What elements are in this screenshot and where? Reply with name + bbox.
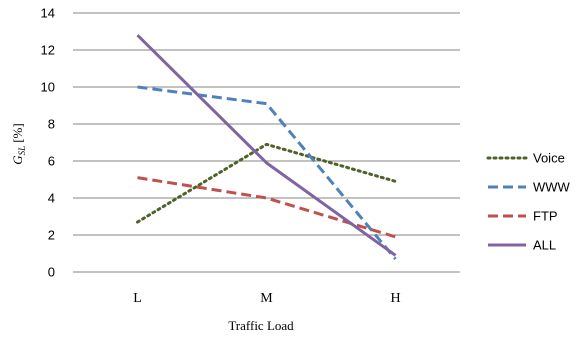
series-line-www: [137, 85, 397, 261]
gridlines: [73, 12, 460, 273]
series-line-voice: [136, 142, 397, 224]
legend-label-www: WWW: [533, 180, 571, 195]
y-axis-title: GSL [%]: [10, 123, 27, 164]
y-tick-label: 2: [48, 228, 55, 243]
legend-label-ftp: FTP: [533, 209, 558, 224]
y-axis-ticks: 0 2 4 6 8 10 12 14: [41, 6, 55, 280]
x-tick-label: L: [133, 291, 142, 306]
y-axis-title-sub: SL: [17, 146, 27, 156]
x-axis-title: Traffic Load: [228, 318, 294, 333]
series-line-all: [136, 34, 397, 257]
y-axis-title-main: G: [10, 155, 25, 165]
y-tick-label: 4: [48, 191, 55, 206]
y-tick-label: 14: [41, 6, 55, 21]
y-axis-title-unit: [%]: [10, 123, 25, 143]
y-tick-label: 12: [41, 43, 55, 58]
series-lines: [136, 34, 397, 261]
y-tick-label: 8: [48, 117, 55, 132]
y-tick-label: 6: [48, 154, 55, 169]
legend-label-all: ALL: [533, 238, 556, 253]
y-tick-label: 10: [41, 80, 55, 95]
y-tick-label: 0: [48, 265, 55, 280]
x-tick-label: M: [260, 291, 273, 306]
x-tick-label: H: [390, 291, 400, 306]
legend: Voice WWW FTP ALL: [486, 151, 571, 253]
legend-label-voice: Voice: [533, 151, 565, 166]
